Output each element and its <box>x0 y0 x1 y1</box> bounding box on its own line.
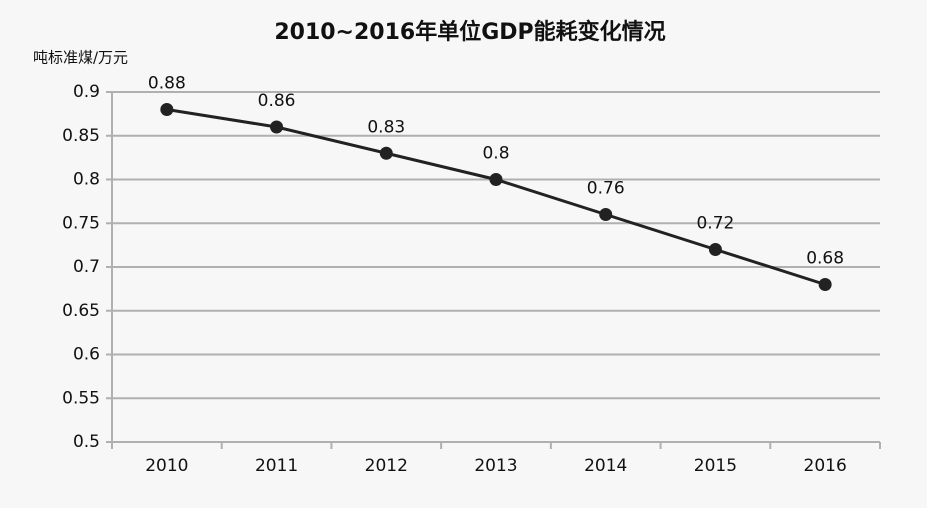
data-label: 0.83 <box>367 117 405 137</box>
x-tick-label: 2014 <box>584 456 627 476</box>
x-tick-label: 2015 <box>694 456 737 476</box>
y-tick-label: 0.6 <box>73 345 100 365</box>
x-tick-label: 2010 <box>145 456 188 476</box>
chart-title: 2010~2016年单位GDP能耗变化情况 <box>274 19 665 45</box>
data-label: 0.8 <box>482 144 509 164</box>
y-tick-label: 0.85 <box>62 126 100 146</box>
y-tick-label: 0.7 <box>73 257 100 277</box>
y-tick-label: 0.5 <box>73 432 100 452</box>
y-tick-label: 0.9 <box>73 82 100 102</box>
y-tick-label: 0.55 <box>62 388 100 408</box>
point <box>270 120 284 134</box>
point <box>599 208 613 221</box>
data-label: 0.72 <box>696 214 734 234</box>
point <box>379 146 393 160</box>
x-tick-label: 2013 <box>474 456 517 476</box>
point <box>708 243 722 256</box>
data-label: 0.86 <box>258 91 296 111</box>
point <box>818 278 832 291</box>
x-tick-label: 2016 <box>804 456 847 476</box>
y-tick-label: 0.8 <box>73 170 100 190</box>
data-label: 0.68 <box>806 249 844 269</box>
y-tick-label: 0.65 <box>62 301 100 321</box>
y-axis-label: 吨标准煤/万元 <box>33 49 128 67</box>
data-label: 0.76 <box>587 179 625 199</box>
x-tick-label: 2012 <box>365 456 408 476</box>
y-tick-label: 0.75 <box>62 213 100 233</box>
data-label: 0.88 <box>148 74 186 94</box>
point <box>160 103 174 116</box>
x-tick-label: 2011 <box>255 456 298 476</box>
point <box>489 173 503 186</box>
